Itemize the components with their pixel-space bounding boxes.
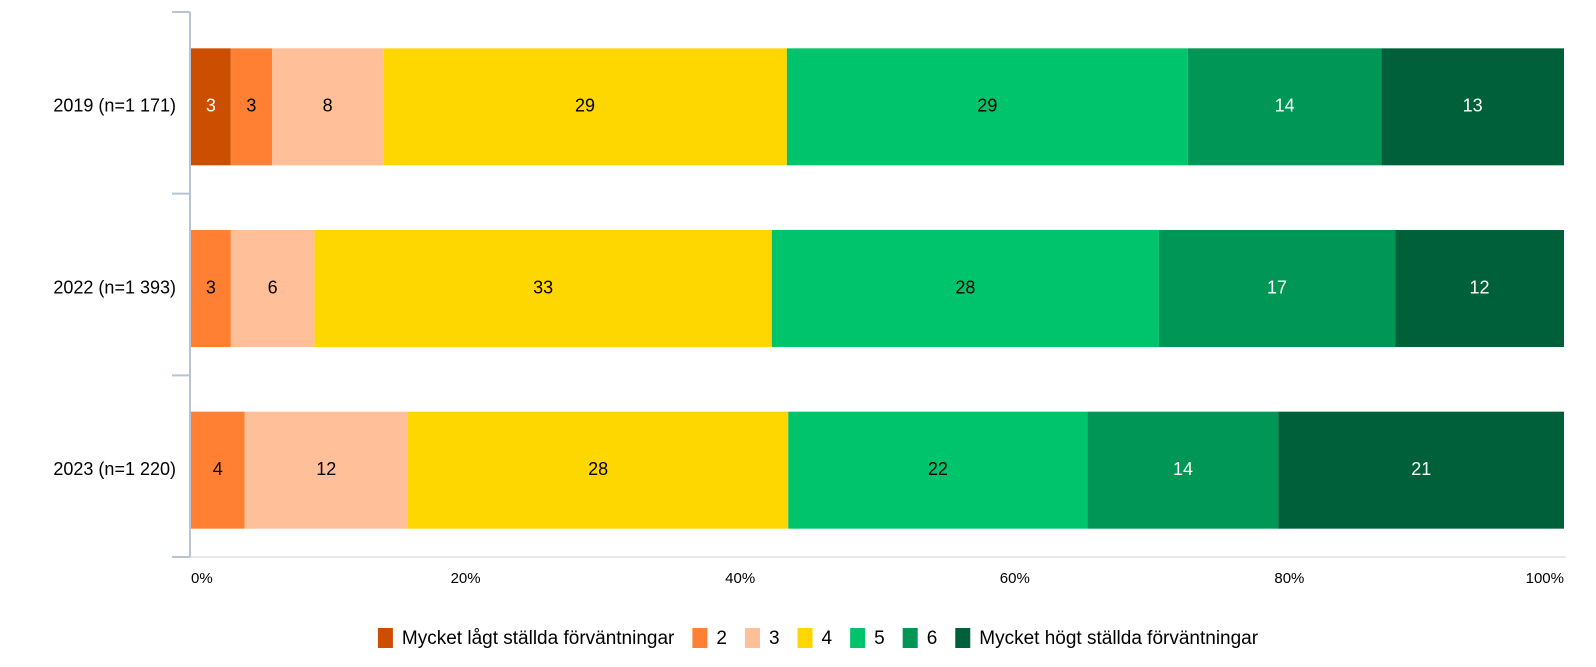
x-tick-label: 60% <box>1000 570 1030 587</box>
data-label: 14 <box>1275 96 1295 116</box>
bar-segment <box>1187 48 1382 166</box>
x-tick-label: 100% <box>1526 570 1564 587</box>
legend-swatch <box>955 628 971 648</box>
x-tick-label: 80% <box>1274 570 1304 587</box>
data-label: 4 <box>213 459 223 479</box>
x-tick-label: 0% <box>191 570 213 587</box>
bar-segment <box>244 411 408 529</box>
data-label: 8 <box>323 96 333 116</box>
data-label: 22 <box>928 459 948 479</box>
bar-segment <box>383 48 787 166</box>
x-tick-label: 20% <box>451 570 481 587</box>
bar-segment <box>191 230 231 347</box>
data-label: 14 <box>1173 459 1193 479</box>
data-label: 17 <box>1267 277 1287 297</box>
y-tick-label: 2019 (n=1 171) <box>53 96 176 116</box>
bar-segment <box>1087 411 1279 529</box>
bar-segment <box>272 48 384 166</box>
bar-segment <box>788 411 1088 529</box>
data-label: 28 <box>955 277 975 297</box>
bar-segment <box>314 230 772 347</box>
x-tick-label: 40% <box>725 570 755 587</box>
legend-swatch <box>744 628 760 648</box>
data-label: 12 <box>1470 277 1490 297</box>
bar-segment <box>771 230 1159 347</box>
data-label: 29 <box>977 96 997 116</box>
data-label: 21 <box>1411 459 1431 479</box>
bar-segment <box>786 48 1188 166</box>
legend-label: Mycket högt ställda förväntningar <box>979 628 1258 649</box>
y-tick-label: 2022 (n=1 393) <box>53 277 176 297</box>
legend-swatch <box>902 628 918 648</box>
legend-label: Mycket lågt ställda förväntningar <box>402 628 675 649</box>
legend-label: 6 <box>927 628 938 649</box>
bar-segment <box>407 411 789 529</box>
bar-segment <box>1158 230 1396 347</box>
bar-segment <box>1381 48 1564 166</box>
data-label: 12 <box>316 459 336 479</box>
data-label: 3 <box>206 96 216 116</box>
y-tick-label: 2023 (n=1 220) <box>53 459 176 479</box>
bar-segment <box>191 411 245 529</box>
legend-label: 3 <box>769 628 780 649</box>
data-label: 29 <box>575 96 595 116</box>
legend-label: 5 <box>874 628 885 649</box>
legend-label: 4 <box>822 628 833 649</box>
data-label: 3 <box>246 96 256 116</box>
legend-swatch <box>692 628 708 648</box>
data-label: 13 <box>1463 96 1483 116</box>
data-label: 28 <box>588 459 608 479</box>
bar-segment <box>230 48 273 166</box>
bar-segment <box>230 230 315 347</box>
bar-segment <box>1278 411 1564 529</box>
bar-segment <box>191 48 231 166</box>
legend-swatch <box>850 628 866 648</box>
legend-label: 2 <box>716 628 727 649</box>
data-label: 3 <box>206 277 216 297</box>
data-label: 33 <box>533 277 553 297</box>
legend-swatch <box>797 628 813 648</box>
legend-swatch <box>377 628 393 648</box>
bar-segment <box>1395 230 1564 347</box>
data-label: 6 <box>268 277 278 297</box>
